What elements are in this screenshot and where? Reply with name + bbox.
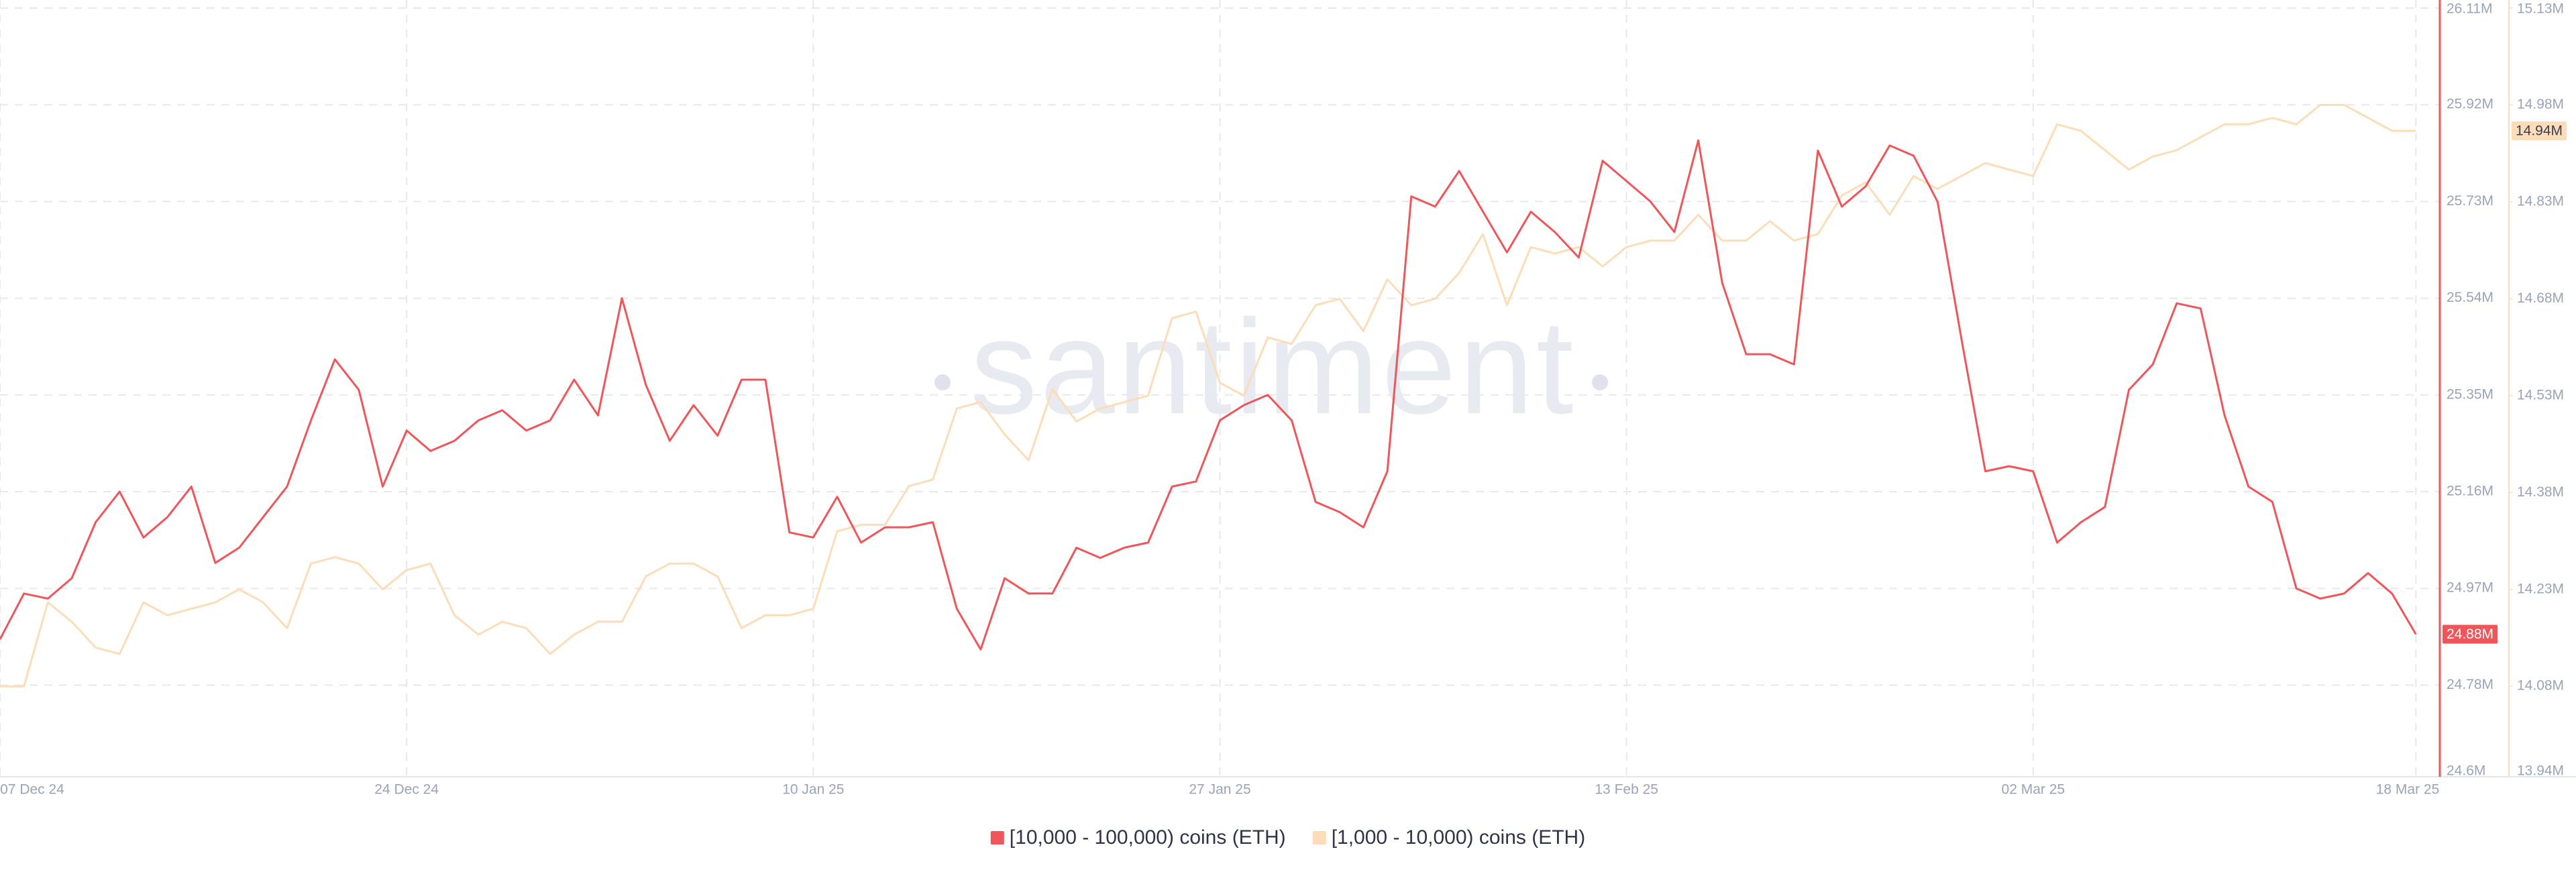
y2-tick-label: 14.53M [2517, 387, 2564, 402]
y-tick-label: 25.16M [2447, 484, 2493, 499]
watermark: santiment [970, 292, 1576, 442]
y-tick-label: 24.6M [2447, 763, 2485, 779]
y-tick-label: 25.54M [2447, 290, 2493, 305]
y-tick-label: 26.11M [2447, 1, 2493, 17]
y2-tick-label: 13.94M [2517, 763, 2564, 779]
y-tick-label: 25.73M [2447, 193, 2493, 209]
y-tick-label: 24.78M [2447, 677, 2493, 692]
y-tick-label: 24.97M [2447, 580, 2493, 596]
watermark-dot [934, 374, 951, 390]
y2-tick-label: 14.98M [2517, 97, 2564, 112]
watermark-dot [1592, 374, 1608, 390]
y2-tick-label: 14.68M [2517, 290, 2564, 306]
y2-tick-label: 14.08M [2517, 678, 2564, 694]
x-tick-label: 10 Jan 25 [782, 782, 844, 798]
x-tick-label: 13 Feb 25 [1595, 782, 1658, 798]
value-label: 24.88M [2447, 626, 2493, 642]
legend-swatch [1312, 831, 1326, 844]
legend-label: [1,000 - 10,000) coins (ETH) [1332, 826, 1586, 849]
x-tick-label: 02 Mar 25 [2002, 782, 2065, 798]
y-tick-label: 25.92M [2447, 97, 2493, 112]
x-tick-label: 18 Mar 25 [2376, 782, 2440, 798]
axes: 24.6M 24.78M 24.97M 25.16M 25.35M 25.54M 25.73… [0, 0, 2576, 798]
legend-label: [10,000 - 100,000) coins (ETH) [1010, 826, 1286, 849]
y2-tick-label: 14.83M [2517, 193, 2564, 209]
legend-swatch [990, 831, 1004, 844]
y-tick-label: 25.35M [2447, 386, 2493, 402]
x-tick-label: 27 Jan 25 [1189, 782, 1250, 798]
x-tick-label: 07 Dec 24 [0, 782, 64, 798]
series-line [0, 104, 2416, 688]
value-badge [2443, 624, 2498, 644]
y2-tick-label: 15.13M [2517, 1, 2564, 17]
x-tick-label: 24 Dec 24 [374, 782, 439, 798]
legend: [10,000 - 100,000) coins (ETH) [1,000 - 1… [990, 826, 1586, 849]
watermark-group: santiment [934, 292, 1608, 442]
series-line [0, 139, 2417, 651]
value-label: 14.94M [2516, 123, 2563, 139]
y2-tick-label: 14.38M [2517, 484, 2564, 500]
y2-tick-label: 14.23M [2517, 581, 2564, 596]
lines [0, 104, 2417, 688]
legend-item[interactable]: [10,000 - 100,000) coins (ETH) [990, 826, 1286, 849]
grid [0, 0, 2440, 777]
value-badge [2512, 121, 2567, 140]
legend-item[interactable]: [1,000 - 10,000) coins (ETH) [1312, 826, 1586, 849]
